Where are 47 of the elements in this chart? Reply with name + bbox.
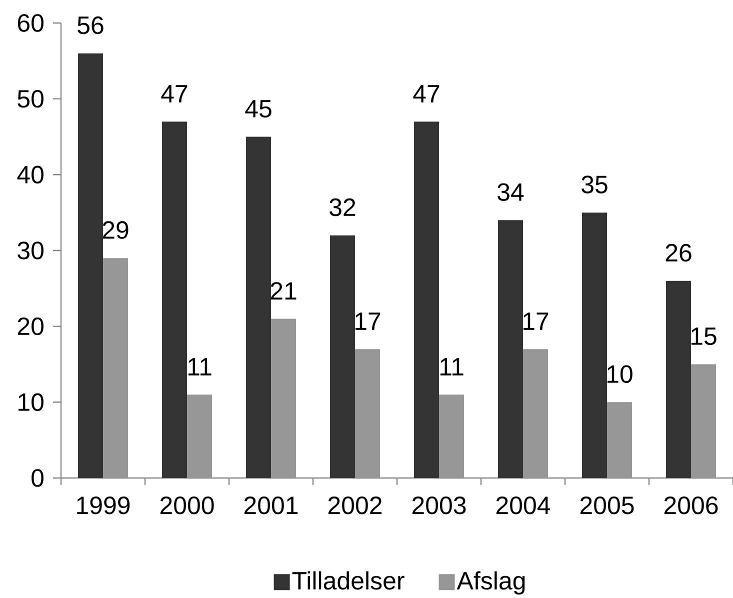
bar (330, 235, 356, 478)
data-label: 32 (330, 198, 356, 216)
data-label: 35 (582, 176, 608, 194)
y-tick-label: 50 (18, 90, 44, 108)
bar (414, 122, 440, 478)
y-tick-label: 60 (18, 14, 44, 32)
data-label: 45 (245, 100, 272, 118)
y-tick-label: 0 (32, 469, 44, 487)
x-tick-label: 2002 (328, 496, 382, 514)
bar (271, 318, 296, 478)
x-tick-label: 2006 (664, 496, 718, 514)
y-tick-label: 30 (18, 242, 44, 260)
bar (162, 122, 188, 478)
bar (498, 220, 524, 478)
bar (523, 349, 548, 478)
bar (355, 349, 380, 478)
bar (187, 394, 212, 478)
data-label: 47 (161, 85, 188, 102)
x-tick-label: 1999 (77, 496, 130, 514)
data-label: 15 (692, 328, 716, 346)
bar (691, 364, 716, 478)
data-label: 17 (524, 312, 548, 330)
bar (439, 394, 464, 478)
data-label: 11 (188, 358, 212, 376)
data-label: 11 (440, 358, 464, 376)
x-tick-label: 2004 (496, 496, 550, 514)
y-tick-label: 20 (18, 317, 44, 336)
x-tick-label: 2003 (412, 496, 466, 514)
data-label: 10 (608, 365, 632, 383)
bar (103, 258, 128, 478)
bar (666, 280, 691, 478)
y-tick-label: 40 (17, 166, 44, 184)
bar (582, 212, 608, 478)
data-label: 26 (666, 244, 692, 262)
bar (246, 136, 272, 478)
legend-label: Tilladelser (292, 571, 404, 590)
data-label: 34 (498, 183, 524, 201)
bar (607, 402, 632, 478)
data-label: 17 (356, 312, 380, 330)
y-tick-label: 10 (18, 393, 44, 412)
bar (78, 53, 104, 478)
data-label: 56 (78, 16, 104, 34)
x-tick-label: 2000 (160, 496, 214, 514)
data-label: 47 (413, 85, 440, 102)
x-tick-label: 2001 (244, 496, 298, 514)
legend-label: Afslag (456, 571, 525, 595)
x-tick-label: 2005 (580, 496, 634, 514)
